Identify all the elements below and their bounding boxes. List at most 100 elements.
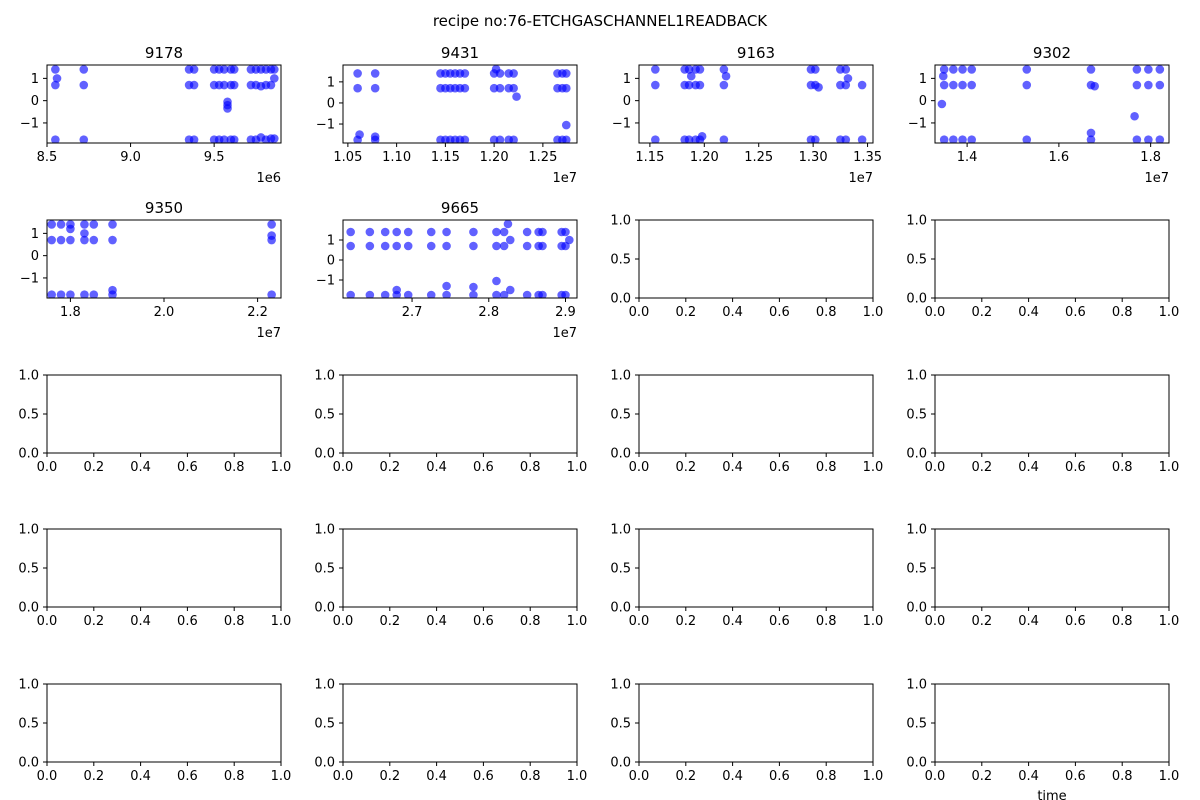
- x-tick-label: 1.30: [799, 150, 828, 165]
- y-tick-label: 0.5: [18, 408, 39, 423]
- data-point: [370, 83, 380, 93]
- data-point: [939, 65, 949, 74]
- x-tick-label: 0.0: [37, 460, 58, 475]
- axis-offset-label: 1e7: [256, 326, 281, 341]
- data-point: [56, 290, 66, 298]
- x-tick-label: 1.0: [271, 460, 292, 475]
- x-tick-label: 0.4: [722, 769, 743, 784]
- data-point: [538, 227, 547, 237]
- x-tick-label: 0.6: [1065, 460, 1086, 475]
- data-point: [561, 83, 571, 93]
- x-tick-label: 1.20: [480, 150, 509, 165]
- x-tick-label: 0.0: [629, 305, 650, 320]
- axes-frame: [638, 528, 874, 608]
- x-tick-label: 0.8: [520, 614, 541, 629]
- axes-frame: [934, 219, 1170, 299]
- data-point: [392, 227, 402, 237]
- data-point: [967, 135, 977, 143]
- data-point: [365, 290, 375, 298]
- data-point: [51, 80, 60, 90]
- data-point: [811, 65, 820, 74]
- y-tick-label: 1: [327, 75, 335, 90]
- data-point: [561, 120, 571, 130]
- axis-offset-label: 1e7: [1144, 171, 1169, 186]
- y-tick-label: 0: [31, 94, 39, 109]
- data-point: [512, 92, 521, 101]
- data-point: [841, 80, 851, 90]
- y-tick-label: 0.0: [906, 292, 927, 307]
- subplot-title: 9178: [145, 44, 183, 62]
- data-point: [51, 65, 60, 74]
- y-tick-label: 1.0: [906, 214, 927, 229]
- x-tick-label: 0.4: [426, 460, 447, 475]
- data-point: [189, 80, 199, 90]
- y-tick-label: 0.5: [610, 717, 631, 732]
- data-point: [814, 82, 823, 92]
- data-point: [355, 130, 364, 139]
- subplot: 1.8 2.0 2.2 1 0 −1 9350 1e7: [20, 199, 282, 341]
- axes-frame: [342, 64, 578, 144]
- data-point: [229, 80, 239, 90]
- x-tick-label: 0.4: [722, 305, 743, 320]
- subplot: 0.0 0.2 0.4 0.6 0.8 1.0 0.0 0.5 1.0: [906, 369, 1179, 476]
- axes-frame: [638, 374, 874, 454]
- y-tick-label: −1: [612, 116, 631, 131]
- x-tick-label: 0.8: [520, 460, 541, 475]
- y-tick-label: 0.0: [314, 601, 335, 616]
- y-tick-label: 0.5: [314, 408, 335, 423]
- data-point: [1155, 135, 1165, 143]
- y-tick-label: 1.0: [314, 369, 335, 384]
- data-point: [108, 235, 117, 245]
- x-tick-label: 0.8: [1112, 305, 1133, 320]
- x-tick-label: 0.8: [224, 614, 245, 629]
- axis-offset-label: 1e7: [552, 171, 577, 186]
- subplot: 0.0 0.2 0.4 0.6 0.8 1.0 0.0 0.5 1.0: [610, 678, 883, 785]
- x-tick-label: 0.0: [629, 614, 650, 629]
- x-tick-label: 1.15: [635, 150, 664, 165]
- data-point: [684, 65, 694, 74]
- x-tick-label: 0.4: [426, 614, 447, 629]
- data-point: [80, 229, 89, 238]
- x-tick-label: 0.4: [1018, 614, 1039, 629]
- data-point: [403, 290, 413, 298]
- y-tick-label: 1.0: [18, 523, 39, 538]
- x-tick-label: 0.2: [83, 460, 104, 475]
- x-tick-label: 0.6: [177, 460, 198, 475]
- y-tick-label: 0.5: [314, 717, 335, 732]
- axes-frame: [638, 219, 874, 299]
- data-point: [811, 135, 820, 143]
- x-tick-label: 0.4: [1018, 305, 1039, 320]
- data-point: [426, 290, 436, 298]
- data-point: [80, 220, 89, 229]
- x-tick-label: 1.0: [1159, 305, 1180, 320]
- data-point: [695, 65, 705, 74]
- data-point: [1086, 135, 1096, 143]
- data-point: [522, 290, 532, 298]
- y-tick-label: 1.0: [314, 678, 335, 693]
- data-point: [503, 220, 513, 229]
- data-point: [365, 227, 375, 237]
- x-tick-label: 0.4: [130, 769, 151, 784]
- data-point: [1022, 135, 1032, 143]
- data-point: [1022, 80, 1032, 90]
- data-point: [223, 104, 232, 113]
- data-point: [857, 135, 867, 143]
- data-point: [509, 83, 518, 93]
- y-tick-label: 1: [327, 234, 335, 249]
- subplot: 2.7 2.8 2.9 1 0 −1 9665 1e7: [316, 199, 578, 341]
- data-point: [1130, 111, 1139, 121]
- data-point: [841, 65, 851, 74]
- x-tick-label: 1.8: [1140, 150, 1161, 165]
- data-point: [958, 80, 967, 90]
- x-tick-label: 0.4: [1018, 769, 1039, 784]
- subplot: 0.0 0.2 0.4 0.6 0.8 1.0 0.0 0.5 1.0: [610, 523, 883, 630]
- axes-frame: [342, 683, 578, 763]
- data-point: [958, 135, 967, 143]
- x-tick-label: 2.8: [478, 305, 499, 320]
- x-tick-label: 1.20: [690, 150, 719, 165]
- data-point: [684, 80, 694, 90]
- subplot: 1.05 1.10 1.15 1.20 1.25 1 0 −1 9431 1e7: [316, 44, 578, 186]
- y-tick-label: −1: [316, 274, 335, 289]
- y-tick-label: 0.5: [610, 408, 631, 423]
- data-point: [939, 135, 949, 143]
